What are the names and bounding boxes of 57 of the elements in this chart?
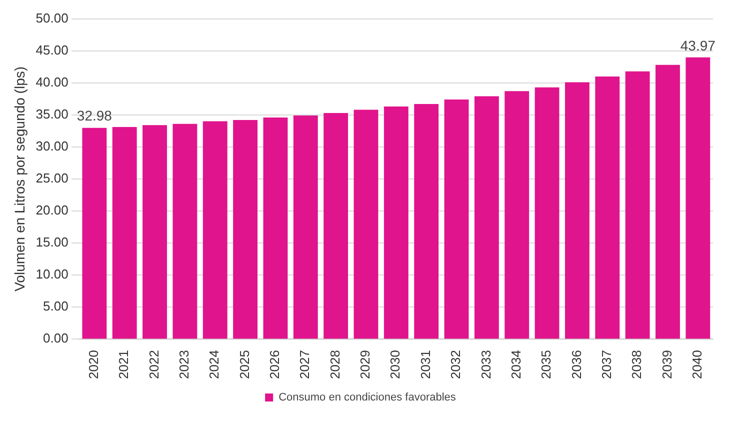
bar xyxy=(504,91,530,339)
x-tick-label: 2021 xyxy=(116,350,132,379)
bar xyxy=(142,125,167,339)
x-tick-label: 2020 xyxy=(86,350,101,379)
data-label: 43.97 xyxy=(680,37,716,54)
bar xyxy=(534,87,560,339)
bar xyxy=(82,128,107,339)
bar xyxy=(202,121,228,339)
y-tick-label: 20.00 xyxy=(36,202,68,218)
bar xyxy=(414,104,439,339)
bar xyxy=(625,71,650,339)
x-tick-label: 2022 xyxy=(146,350,162,379)
x-tick-label: 2028 xyxy=(327,350,342,379)
x-tick-label: 2039 xyxy=(659,350,674,379)
y-tick-label: 30.00 xyxy=(36,138,68,154)
x-tick-label: 2034 xyxy=(508,350,524,379)
bar xyxy=(595,76,620,339)
x-tick-label: 2026 xyxy=(267,350,282,379)
y-tick-label: 15.00 xyxy=(36,234,68,250)
x-tick-label: 2033 xyxy=(478,350,494,379)
y-tick-label: 35.00 xyxy=(36,106,68,122)
bar xyxy=(444,100,469,339)
y-tick-label: 5.00 xyxy=(43,298,68,314)
bar xyxy=(656,64,680,339)
y-tick-label: 50.00 xyxy=(36,10,68,26)
x-tick-label: 2024 xyxy=(206,350,222,379)
y-tick-label: 40.00 xyxy=(36,74,68,90)
x-tick-label: 2032 xyxy=(448,350,464,379)
data-label: 32.98 xyxy=(76,108,112,124)
y-tick-label: 25.00 xyxy=(36,170,68,186)
bar xyxy=(354,110,378,339)
x-tick-label: 2030 xyxy=(388,350,403,379)
y-axis-title: Volumen en Litros por segundo (lps) xyxy=(11,66,28,292)
y-tick-label: 45.00 xyxy=(36,42,68,58)
bar xyxy=(233,120,258,339)
bar xyxy=(686,57,710,339)
x-tick-label: 2040 xyxy=(689,350,704,379)
x-tick-label: 2031 xyxy=(418,350,433,379)
x-tick-label: 2038 xyxy=(629,350,644,379)
legend-label: Consumo en condiciones favorables xyxy=(278,392,456,404)
bar xyxy=(172,124,198,339)
x-tick-label: 2036 xyxy=(568,350,584,379)
bar xyxy=(565,82,590,339)
x-tick-label: 2037 xyxy=(598,350,614,379)
y-tick-label: 10.00 xyxy=(36,266,68,282)
x-tick-label: 2027 xyxy=(297,350,312,379)
x-tick-label: 2029 xyxy=(358,350,373,379)
bar xyxy=(384,106,408,339)
bar xyxy=(263,117,288,339)
bar xyxy=(474,96,499,339)
bar xyxy=(293,116,318,339)
x-tick-label: 2025 xyxy=(236,350,252,379)
y-tick-label: 0.00 xyxy=(43,330,68,346)
x-tick-label: 2023 xyxy=(176,350,192,379)
bar xyxy=(112,127,137,339)
x-tick-label: 2035 xyxy=(538,350,554,379)
bar xyxy=(324,112,348,339)
